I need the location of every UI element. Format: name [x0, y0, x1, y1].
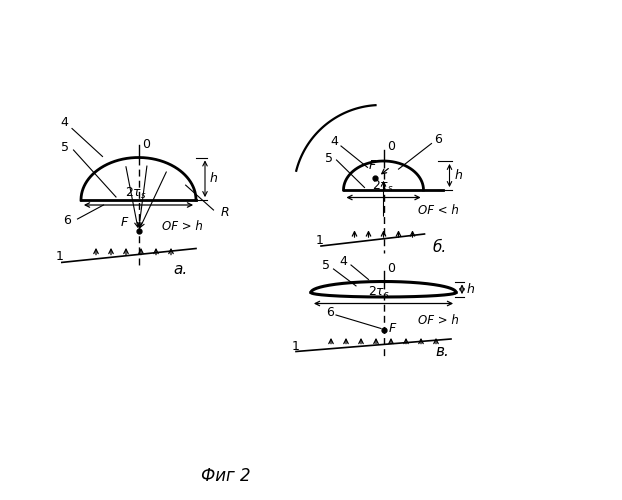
Text: 0: 0	[388, 140, 396, 153]
Text: 4: 4	[340, 255, 348, 268]
Text: 4: 4	[60, 116, 68, 129]
Text: $2\tau_s$: $2\tau_s$	[125, 186, 147, 201]
Text: б.: б.	[432, 240, 447, 255]
Text: $2\tau_s$: $2\tau_s$	[371, 179, 394, 194]
Text: 5: 5	[325, 152, 333, 165]
Text: 0: 0	[142, 138, 151, 150]
Text: 1: 1	[292, 340, 300, 353]
Text: 6: 6	[435, 134, 442, 146]
Text: 5: 5	[322, 259, 330, 272]
Text: 5: 5	[60, 141, 68, 154]
Text: 6: 6	[326, 306, 334, 320]
Text: h: h	[210, 172, 218, 185]
Text: в.: в.	[435, 344, 450, 359]
Text: h: h	[455, 169, 462, 182]
Text: F: F	[120, 216, 128, 228]
Text: 4: 4	[330, 136, 338, 148]
Text: OF < h: OF < h	[417, 204, 458, 218]
Text: R: R	[221, 206, 230, 219]
Text: OF > h: OF > h	[417, 314, 458, 328]
Text: OF > h: OF > h	[162, 220, 203, 232]
Text: 1: 1	[315, 234, 323, 246]
Text: 6: 6	[63, 214, 71, 226]
Text: 1: 1	[55, 250, 63, 263]
Text: a.: a.	[174, 262, 188, 278]
Text: F: F	[389, 322, 396, 335]
Text: F: F	[368, 159, 376, 172]
Text: h: h	[467, 283, 475, 296]
Text: 0: 0	[388, 262, 396, 276]
Text: $2\tau_s$: $2\tau_s$	[368, 284, 389, 300]
Text: Фиг 2: Фиг 2	[201, 467, 251, 485]
